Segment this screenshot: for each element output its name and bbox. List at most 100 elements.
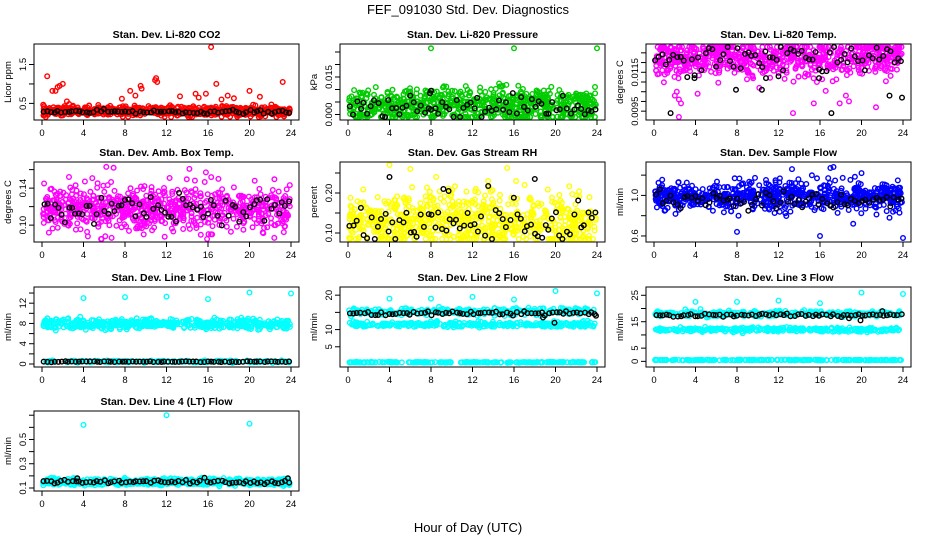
data-point (675, 179, 682, 186)
data-point (527, 194, 534, 201)
data-point (40, 219, 47, 226)
data-point (799, 62, 806, 69)
data-point (121, 206, 128, 213)
data-point (169, 188, 176, 195)
data-point (392, 235, 399, 242)
data-point (659, 44, 666, 51)
data-point (247, 210, 254, 217)
data-point (494, 235, 501, 242)
data-point (417, 200, 424, 207)
data-point (274, 220, 281, 227)
panel-title: Stan. Dev. Gas Stream RH (408, 147, 537, 159)
data-point (508, 194, 515, 201)
data-point (155, 202, 162, 209)
data-point (197, 203, 204, 210)
data-point (824, 182, 831, 189)
data-point (553, 107, 560, 114)
data-point (95, 223, 102, 230)
data-point (357, 204, 364, 211)
data-point (355, 101, 362, 108)
outlier-point (817, 232, 824, 239)
outlier-point (386, 162, 393, 168)
data-point (536, 89, 543, 96)
data-point (813, 191, 820, 198)
data-point (55, 204, 62, 211)
outlier-point (900, 234, 907, 241)
data-point (283, 186, 290, 193)
data-point (360, 186, 367, 193)
series-all-samples (40, 44, 293, 120)
outlier-point (850, 220, 857, 227)
outlier-point (846, 98, 853, 105)
data-point (559, 208, 566, 215)
data-point (671, 58, 678, 65)
data-point (556, 106, 563, 113)
data-point (388, 200, 395, 207)
data-point (759, 64, 766, 71)
data-point (380, 216, 387, 223)
data-point (253, 197, 260, 204)
data-point (168, 213, 175, 220)
data-point (80, 191, 87, 198)
data-point (565, 91, 572, 98)
data-point (879, 49, 886, 56)
data-point (506, 109, 513, 116)
data-point (724, 183, 731, 190)
data-point (556, 191, 563, 198)
data-point (887, 203, 894, 210)
data-point (830, 204, 837, 211)
data-point (572, 225, 579, 232)
data-point (166, 196, 173, 203)
data-point (257, 196, 264, 203)
data-point (77, 190, 84, 197)
data-point (455, 212, 462, 219)
data-point (509, 200, 516, 207)
data-point (750, 44, 757, 51)
data-point (94, 180, 101, 187)
data-point (235, 192, 242, 199)
data-point (817, 44, 824, 51)
data-point (766, 54, 773, 61)
data-point (261, 217, 268, 224)
data-point (129, 200, 136, 207)
data-point (887, 72, 894, 79)
data-point (861, 48, 868, 55)
x-tick-label: 20 (856, 250, 867, 261)
data-point (58, 203, 65, 210)
data-point (731, 175, 738, 182)
data-point (72, 107, 79, 114)
outlier-point (673, 88, 680, 95)
data-point (398, 235, 405, 242)
series-all-samples (40, 163, 293, 242)
outlier-point (65, 173, 72, 180)
data-point (227, 113, 234, 120)
data-point (272, 201, 279, 208)
outlier-point (594, 45, 601, 52)
data-point (209, 223, 216, 230)
data-point (818, 205, 825, 212)
data-point (223, 223, 230, 230)
data-point (683, 179, 690, 186)
data-point (95, 210, 102, 217)
data-point (731, 69, 738, 76)
outlier-point (102, 233, 109, 240)
data-point (559, 101, 566, 108)
series-hourly (41, 189, 293, 229)
data-point (513, 223, 520, 230)
data-point (394, 94, 401, 101)
data-point (839, 174, 846, 181)
data-point (749, 201, 756, 208)
data-point (246, 204, 253, 211)
series-hourly (40, 105, 293, 117)
data-point (193, 222, 200, 229)
data-point (240, 209, 247, 216)
data-point (414, 108, 421, 115)
data-point (890, 208, 897, 215)
series-all-samples-upper-band- (40, 289, 295, 334)
y-tick-label: 0.015 (324, 65, 335, 89)
data-point (57, 192, 64, 199)
data-point (190, 217, 197, 224)
data-point (271, 234, 278, 241)
